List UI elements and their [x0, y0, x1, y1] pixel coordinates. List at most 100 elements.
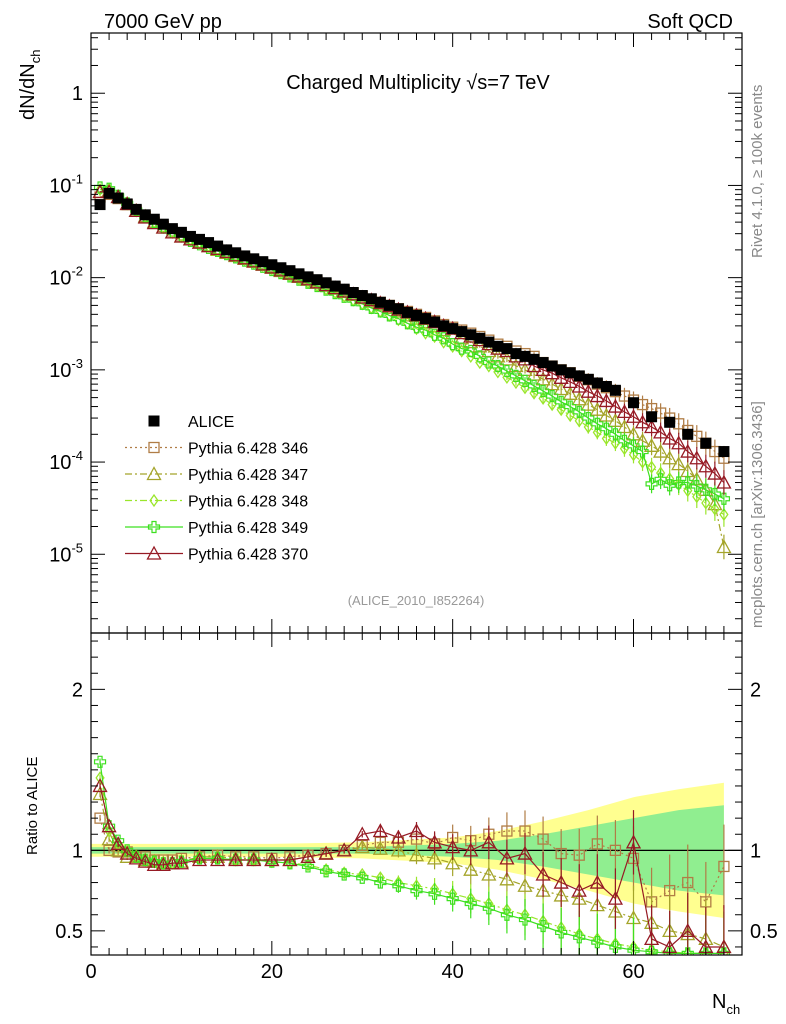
ratio-point-p370 — [119, 845, 135, 860]
main-point-p349 — [672, 476, 685, 489]
main-point-alice — [682, 428, 694, 440]
ratio-series-line-p349 — [99, 761, 724, 955]
main-point-alice — [555, 364, 567, 376]
main-point-p370 — [671, 435, 687, 450]
main-point-p370 — [653, 424, 669, 439]
main-point-alice — [320, 277, 332, 289]
ratio-point-p370 — [481, 834, 497, 849]
main-point-p349 — [491, 359, 504, 373]
main-y-tick-label: 1 — [72, 83, 83, 105]
ratio-y-tick-label: 1 — [72, 840, 83, 862]
ratio-point-p349 — [518, 913, 532, 926]
main-point-p347 — [454, 330, 470, 345]
main-point-p349 — [374, 305, 387, 318]
main-point-p349 — [600, 422, 613, 435]
main-point-p349 — [690, 479, 703, 493]
main-point-p349 — [708, 487, 721, 501]
main-point-p349 — [564, 400, 577, 413]
ratio-point-p370 — [264, 852, 280, 867]
ratio-point-p347 — [426, 850, 443, 865]
legend-marker-p370 — [146, 545, 162, 560]
main-point-p349 — [455, 342, 468, 355]
legend-label-p370: Pythia 6.428 370 — [188, 547, 308, 564]
legend-item-alice: ALICE — [148, 414, 234, 431]
main-point-p348 — [692, 490, 702, 504]
main-point-p347 — [589, 401, 605, 416]
main-point-p370 — [553, 369, 569, 384]
ratio-y-tick-label: 0.5 — [55, 921, 83, 943]
main-point-p347 — [580, 396, 596, 411]
main-point-alice — [230, 247, 242, 259]
main-point-alice — [130, 203, 142, 215]
main-point-p347 — [508, 358, 524, 373]
main-point-p348 — [448, 339, 458, 353]
main-point-p370 — [526, 358, 542, 373]
main-point-p370 — [535, 361, 551, 377]
main-point-p348 — [710, 502, 720, 516]
ratio-point-p370 — [191, 852, 208, 867]
main-point-alice — [429, 316, 441, 328]
legend-label-p346: Pythia 6.428 346 — [188, 441, 308, 458]
main-point-alice — [311, 274, 323, 286]
main-point-p349 — [383, 309, 396, 322]
main-point-alice — [103, 187, 115, 199]
ratio-point-p370 — [408, 823, 425, 838]
main-point-p349 — [555, 395, 568, 408]
ratio-point-p370 — [680, 922, 696, 937]
ratio-point-p347 — [92, 786, 108, 801]
main-point-p370 — [680, 443, 696, 458]
main-point-alice — [492, 340, 504, 352]
main-point-p347 — [607, 412, 624, 427]
ratio-point-p347 — [445, 855, 461, 870]
main-point-alice — [401, 306, 413, 318]
ratio-point-p370 — [173, 855, 190, 870]
ratio-point-p349 — [428, 887, 441, 900]
main-series-alice — [94, 187, 730, 458]
main-y-tick-label: 10-2 — [49, 264, 83, 290]
main-point-p349 — [681, 476, 694, 489]
ratio-point-p347 — [463, 861, 479, 876]
ratio-point-p370 — [228, 852, 244, 867]
main-point-p348 — [646, 460, 657, 474]
legend-label-p348: Pythia 6.428 348 — [188, 494, 308, 511]
main-y-axis-title: dN/dNch — [17, 50, 43, 120]
legend-label-p349: Pythia 6.428 349 — [188, 520, 308, 537]
main-point-alice — [501, 343, 513, 355]
ratio-point-p370 — [463, 842, 479, 857]
main-point-p347 — [562, 385, 578, 400]
main-point-alice — [546, 360, 558, 372]
ratio-point-p349 — [464, 897, 477, 910]
legend-item-p348: Pythia 6.428 348 — [125, 494, 308, 511]
main-point-p370 — [571, 378, 587, 393]
main-point-alice — [438, 320, 450, 332]
ratio-point-p370 — [517, 845, 533, 860]
ratio-point-p370 — [336, 842, 352, 857]
ratio-point-p370 — [110, 836, 126, 851]
main-point-p347 — [499, 351, 515, 366]
ratio-frame — [90, 632, 743, 956]
main-point-p370 — [716, 474, 732, 489]
main-point-p347 — [616, 419, 633, 434]
main-point-p349 — [428, 328, 441, 341]
main-point-p349 — [663, 479, 676, 492]
main-point-alice — [365, 293, 377, 305]
main-point-alice — [510, 348, 522, 360]
main-point-p370 — [544, 365, 560, 380]
main-point-alice — [374, 296, 386, 308]
main-y-tick-label: 10-1 — [49, 171, 83, 197]
main-point-alice — [221, 244, 233, 256]
ratio-point-p370 — [625, 834, 642, 849]
main-y-tick-label: 10-3 — [49, 356, 83, 382]
ratio-point-p370 — [101, 818, 117, 833]
main-point-alice — [573, 370, 585, 382]
main-point-alice — [203, 237, 215, 249]
legend-item-p347: Pythia 6.428 347 — [125, 466, 308, 484]
main-point-p348 — [628, 448, 639, 462]
main-point-p370 — [707, 465, 723, 480]
ratio-point-p349 — [148, 855, 161, 868]
main-point-p349 — [609, 428, 622, 441]
x-tick-label: 20 — [261, 961, 283, 983]
main-point-p349 — [527, 379, 541, 392]
main-point-p349 — [473, 350, 486, 363]
